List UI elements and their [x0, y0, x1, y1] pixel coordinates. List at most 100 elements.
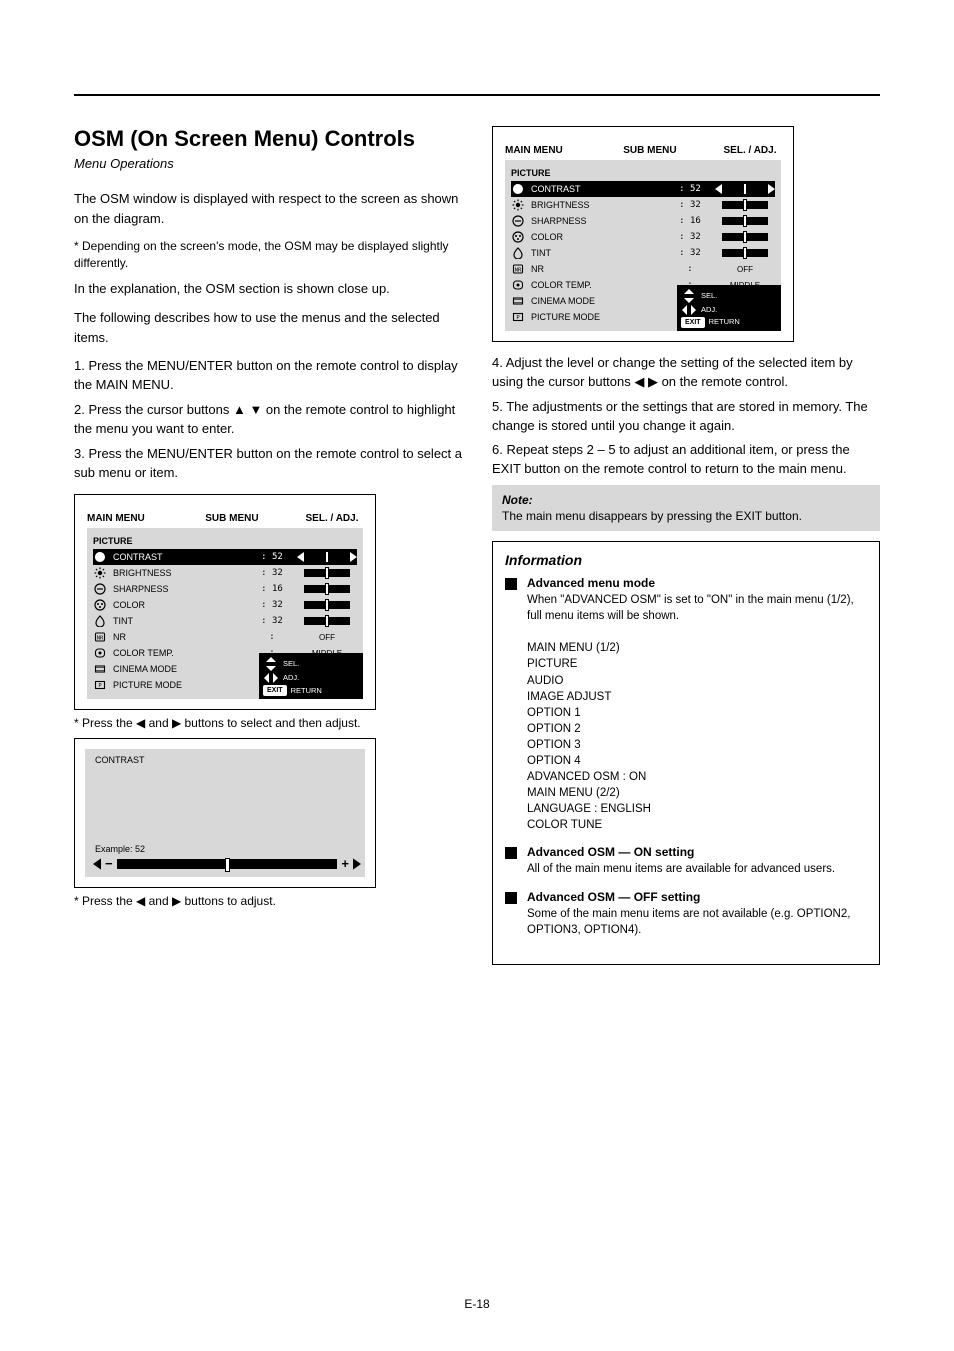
- osd-nav-guide: SEL. ADJ. EXIT RETURN: [677, 285, 781, 331]
- osd-submenu-box: MAIN MENU SUB MENU SEL. / ADJ. PICTURE C…: [74, 494, 376, 710]
- cinema-icon: [93, 662, 107, 676]
- osd-row-label: NR: [113, 632, 247, 642]
- minus-label: −: [105, 856, 113, 871]
- intro-text: The OSM window is displayed with respect…: [74, 189, 462, 228]
- osd-row-value: : 32: [253, 616, 291, 626]
- osd-sub-title: SUB MENU: [205, 513, 295, 524]
- updown-icon: [681, 289, 697, 303]
- osd-row-label: BRIGHTNESS: [531, 200, 665, 210]
- press-caption-2: * Press the ◀ and ▶ buttons to adjust.: [74, 894, 462, 908]
- plus-label: +: [341, 856, 349, 871]
- steps-intro: The following describes how to use the m…: [74, 308, 462, 347]
- svg-text:NR: NR: [97, 636, 104, 642]
- updown-icon: [263, 657, 279, 671]
- svg-text:NR: NR: [515, 268, 522, 274]
- information-box: Information Advanced menu mode When "ADV…: [492, 541, 880, 965]
- info-item-title: Advanced menu mode: [527, 576, 867, 590]
- osd-row-tint: TINT : 32: [93, 613, 357, 629]
- page-rule: [74, 94, 880, 96]
- step-3: 3. Press the MENU/ENTER button on the re…: [74, 445, 462, 483]
- guide-return: RETURN: [291, 687, 322, 696]
- osd-main-title: MAIN MENU: [505, 145, 617, 156]
- step-2: 2. Press the cursor buttons ▲ ▼ on the r…: [74, 401, 462, 439]
- osd-row-value: :: [253, 632, 291, 642]
- square-bullet-icon: [505, 578, 517, 590]
- osm-display-note: * Depending on the screen's mode, the OS…: [74, 238, 462, 273]
- page-number: E-18: [0, 1297, 954, 1311]
- tint-icon: [93, 614, 107, 628]
- info-item: Advanced menu mode When "ADVANCED OSM" i…: [505, 576, 867, 833]
- osd-row-label: TINT: [113, 616, 247, 626]
- guide-adj: ADJ.: [283, 674, 299, 683]
- osd-row-value: : 32: [253, 600, 291, 610]
- example-label: Example:: [95, 844, 133, 854]
- osd-row-value: : 32: [671, 200, 709, 210]
- info-item-title: Advanced OSM — ON setting: [527, 845, 867, 859]
- osd-row-color: COLOR : 32: [511, 229, 775, 245]
- note-text: The main menu disappears by pressing the…: [502, 509, 870, 523]
- press-caption-1: * Press the ◀ and ▶ buttons to select an…: [74, 716, 462, 730]
- osd-row-label: COLOR: [531, 232, 665, 242]
- info-item-body: Some of the main menu items are not avai…: [527, 906, 867, 938]
- info-item-title: Advanced OSM — OFF setting: [527, 890, 867, 904]
- sharpness-icon: [511, 214, 525, 228]
- osd-row-tint: TINT : 32: [511, 245, 775, 261]
- square-bullet-icon: [505, 892, 517, 904]
- info-item: Advanced OSM — OFF setting Some of the m…: [505, 890, 867, 938]
- brightness-icon: [93, 566, 107, 580]
- slider-label: CONTRAST: [95, 755, 145, 765]
- guide-exit-btn: EXIT: [263, 685, 287, 696]
- tint-icon: [511, 246, 525, 260]
- step-6: 6. Repeat steps 2 – 5 to adjust an addit…: [492, 441, 880, 479]
- osd-row-value: : 16: [671, 216, 709, 226]
- step-4: 4. Adjust the level or change the settin…: [492, 354, 880, 392]
- ctemp-icon: [93, 646, 107, 660]
- osd-main-title: MAIN MENU: [87, 513, 199, 524]
- info-item-body: All of the main menu items are available…: [527, 861, 867, 877]
- osd-row-value: :: [671, 264, 709, 274]
- osd-sub-title: SUB MENU: [623, 145, 713, 156]
- brightness-icon: [511, 198, 525, 212]
- nr-icon: NR: [511, 262, 525, 276]
- guide-sel: SEL.: [701, 292, 717, 301]
- subhead: Menu Operations: [74, 156, 462, 171]
- pmode-icon: P: [93, 678, 107, 692]
- osd-row-label: BRIGHTNESS: [113, 568, 247, 578]
- slider-value: 52: [135, 844, 145, 854]
- osd-row-value: : 16: [253, 584, 291, 594]
- step-5: 5. The adjustments or the settings that …: [492, 398, 880, 436]
- leftright-icon: [681, 305, 697, 315]
- explain-text: In the explanation, the OSM section is s…: [74, 279, 462, 299]
- osd-row-value: : 32: [671, 248, 709, 258]
- guide-sel: SEL.: [283, 660, 299, 669]
- step-1: 1. Press the MENU/ENTER button on the re…: [74, 357, 462, 395]
- osd-seladj-title: SEL. / ADJ.: [301, 513, 363, 524]
- osd-nav-guide: SEL. ADJ. EXIT RETURN: [259, 653, 363, 699]
- color-icon: [93, 598, 107, 612]
- right-arrow-icon: [353, 858, 361, 870]
- osd-row-value: : 52: [253, 552, 291, 562]
- guide-return: RETURN: [709, 318, 740, 327]
- color-icon: [511, 230, 525, 244]
- pmode-icon: P: [511, 310, 525, 324]
- osd-row-brightness: BRIGHTNESS : 32: [93, 565, 357, 581]
- osd-row-label: COLOR TEMP.: [531, 280, 665, 290]
- sharpness-icon: [93, 582, 107, 596]
- osd-row-value: : 32: [671, 232, 709, 242]
- osd-row-sharpness: SHARPNESS : 16: [93, 581, 357, 597]
- osd-row-brightness: BRIGHTNESS : 32: [511, 197, 775, 213]
- osd-row-label: CINEMA MODE: [531, 296, 665, 306]
- big-slider: − +: [93, 856, 361, 871]
- info-item-body: When "ADVANCED OSM" is set to "ON" in th…: [527, 592, 867, 833]
- left-arrow-icon: [93, 858, 101, 870]
- osd-row-label: PICTURE MODE: [113, 680, 247, 690]
- osd-picture-label: PICTURE: [93, 536, 357, 546]
- osd-row-contrast: CONTRAST : 52: [511, 181, 775, 197]
- contrast-icon: [93, 550, 107, 564]
- square-bullet-icon: [505, 847, 517, 859]
- osd-row-color: COLOR : 32: [93, 597, 357, 613]
- contrast-icon: [511, 182, 525, 196]
- osd-row-label: TINT: [531, 248, 665, 258]
- guide-exit-btn: EXIT: [681, 317, 705, 328]
- cinema-icon: [511, 294, 525, 308]
